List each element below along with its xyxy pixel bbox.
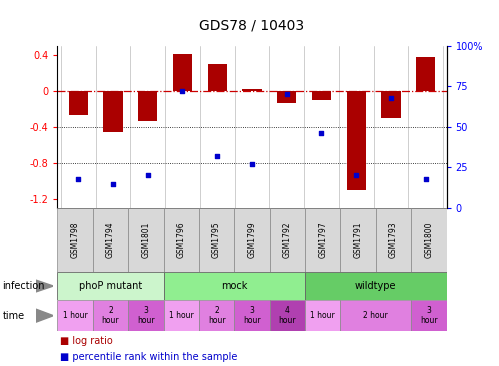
Bar bbox=[243, 89, 261, 91]
Bar bbox=[416, 57, 435, 91]
Point bbox=[352, 172, 360, 178]
Bar bbox=[235, 208, 269, 272]
Bar bbox=[128, 208, 164, 272]
Point bbox=[283, 92, 291, 97]
Bar bbox=[305, 208, 340, 272]
Point bbox=[144, 172, 152, 178]
Bar bbox=[128, 300, 164, 331]
Text: GDS78 / 10403: GDS78 / 10403 bbox=[200, 19, 304, 33]
Point bbox=[74, 176, 82, 182]
Bar bbox=[381, 91, 401, 118]
Bar bbox=[208, 64, 227, 91]
Bar bbox=[164, 272, 305, 300]
Bar bbox=[269, 208, 305, 272]
Bar bbox=[340, 300, 411, 331]
Bar bbox=[305, 272, 447, 300]
Text: 3
hour: 3 hour bbox=[420, 306, 438, 325]
Text: 2
hour: 2 hour bbox=[208, 306, 226, 325]
Text: 2 hour: 2 hour bbox=[363, 311, 388, 320]
Text: 1 hour: 1 hour bbox=[169, 311, 194, 320]
Text: GSM1795: GSM1795 bbox=[212, 221, 221, 258]
Bar bbox=[199, 208, 235, 272]
Text: GSM1794: GSM1794 bbox=[106, 221, 115, 258]
Bar bbox=[93, 208, 128, 272]
Polygon shape bbox=[36, 280, 53, 292]
Text: wildtype: wildtype bbox=[355, 281, 397, 291]
Text: 4
hour: 4 hour bbox=[278, 306, 296, 325]
Bar bbox=[138, 91, 157, 120]
Point bbox=[109, 181, 117, 187]
Text: 3
hour: 3 hour bbox=[243, 306, 261, 325]
Text: 1 hour: 1 hour bbox=[310, 311, 335, 320]
Bar bbox=[269, 300, 305, 331]
Bar bbox=[277, 91, 296, 104]
Bar bbox=[312, 91, 331, 100]
Point bbox=[248, 161, 256, 167]
Polygon shape bbox=[36, 309, 53, 322]
Point bbox=[213, 153, 221, 159]
Text: GSM1793: GSM1793 bbox=[389, 221, 398, 258]
Point bbox=[179, 88, 187, 94]
Bar bbox=[199, 300, 235, 331]
Text: 2
hour: 2 hour bbox=[102, 306, 119, 325]
Point bbox=[422, 176, 430, 182]
Text: 1 hour: 1 hour bbox=[63, 311, 87, 320]
Text: ■ percentile rank within the sample: ■ percentile rank within the sample bbox=[60, 352, 237, 362]
Point bbox=[387, 95, 395, 101]
Text: GSM1792: GSM1792 bbox=[283, 222, 292, 258]
Text: GSM1791: GSM1791 bbox=[354, 222, 363, 258]
Bar bbox=[376, 208, 411, 272]
Bar bbox=[57, 208, 93, 272]
Bar bbox=[347, 91, 366, 190]
Bar bbox=[411, 300, 447, 331]
Bar bbox=[173, 54, 192, 91]
Text: ■ log ratio: ■ log ratio bbox=[60, 336, 113, 346]
Text: 3
hour: 3 hour bbox=[137, 306, 155, 325]
Bar bbox=[69, 91, 88, 115]
Bar bbox=[103, 91, 123, 132]
Point bbox=[317, 130, 325, 136]
Text: GSM1801: GSM1801 bbox=[141, 222, 150, 258]
Bar bbox=[164, 300, 199, 331]
Text: GSM1796: GSM1796 bbox=[177, 221, 186, 258]
Bar bbox=[305, 300, 340, 331]
Text: infection: infection bbox=[2, 281, 45, 291]
Text: time: time bbox=[2, 311, 24, 321]
Bar bbox=[235, 300, 269, 331]
Bar bbox=[57, 300, 93, 331]
Bar bbox=[93, 300, 128, 331]
Text: GSM1799: GSM1799 bbox=[248, 221, 256, 258]
Bar bbox=[164, 208, 199, 272]
Text: GSM1800: GSM1800 bbox=[425, 222, 434, 258]
Text: GSM1798: GSM1798 bbox=[70, 222, 79, 258]
Text: mock: mock bbox=[221, 281, 248, 291]
Bar bbox=[340, 208, 376, 272]
Text: GSM1797: GSM1797 bbox=[318, 221, 327, 258]
Bar bbox=[411, 208, 447, 272]
Text: phoP mutant: phoP mutant bbox=[79, 281, 142, 291]
Bar bbox=[57, 272, 164, 300]
